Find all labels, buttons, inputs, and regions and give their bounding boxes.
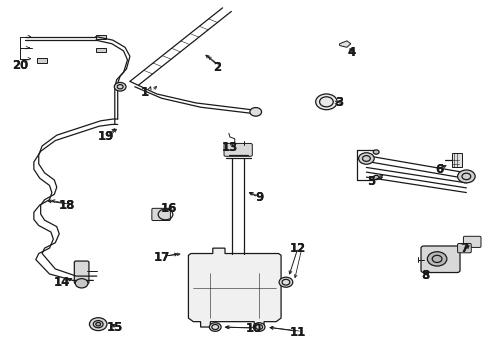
- Text: 7: 7: [459, 242, 467, 255]
- Text: 6: 6: [434, 163, 443, 176]
- FancyBboxPatch shape: [152, 208, 170, 221]
- Text: 5: 5: [366, 175, 375, 188]
- Polygon shape: [37, 58, 47, 63]
- Text: 4: 4: [347, 46, 355, 59]
- Circle shape: [427, 252, 446, 266]
- Text: 11: 11: [289, 326, 305, 339]
- Text: 18: 18: [58, 199, 75, 212]
- Text: 18: 18: [58, 199, 75, 212]
- Circle shape: [315, 94, 336, 110]
- Polygon shape: [339, 41, 350, 47]
- Circle shape: [358, 153, 373, 164]
- FancyBboxPatch shape: [420, 246, 459, 273]
- Circle shape: [372, 175, 378, 180]
- Text: 11: 11: [289, 326, 305, 339]
- Circle shape: [75, 279, 88, 288]
- Text: 20: 20: [12, 59, 28, 72]
- Text: 4: 4: [347, 46, 355, 59]
- FancyBboxPatch shape: [224, 143, 252, 156]
- Polygon shape: [188, 248, 281, 327]
- Text: 14: 14: [53, 276, 70, 289]
- Text: 6: 6: [434, 163, 443, 176]
- Text: 19: 19: [97, 130, 114, 144]
- Text: 1: 1: [140, 86, 148, 99]
- Text: 8: 8: [420, 269, 428, 282]
- Text: 10: 10: [245, 322, 262, 335]
- Text: 5: 5: [366, 175, 375, 188]
- FancyBboxPatch shape: [463, 236, 480, 247]
- Text: 16: 16: [161, 202, 177, 215]
- Circle shape: [96, 322, 101, 326]
- Text: 17: 17: [153, 251, 169, 264]
- Circle shape: [372, 150, 378, 154]
- Text: 19: 19: [97, 130, 114, 144]
- Circle shape: [249, 108, 261, 116]
- Text: 14: 14: [53, 276, 70, 289]
- Text: 13: 13: [221, 141, 238, 154]
- Text: 2: 2: [213, 60, 221, 73]
- Text: 3: 3: [335, 96, 343, 109]
- Text: 16: 16: [161, 202, 177, 215]
- Text: 12: 12: [289, 242, 305, 255]
- FancyBboxPatch shape: [451, 153, 462, 167]
- Circle shape: [209, 323, 221, 331]
- Polygon shape: [96, 35, 106, 40]
- Text: 13: 13: [221, 141, 238, 154]
- Text: 9: 9: [254, 192, 263, 204]
- Circle shape: [457, 170, 474, 183]
- Polygon shape: [96, 48, 106, 52]
- FancyBboxPatch shape: [74, 261, 89, 284]
- FancyBboxPatch shape: [457, 243, 470, 253]
- Text: 15: 15: [107, 320, 123, 333]
- Text: 12: 12: [289, 242, 305, 255]
- Text: 3: 3: [335, 96, 343, 109]
- Text: 17: 17: [153, 251, 169, 264]
- Text: 2: 2: [213, 60, 221, 73]
- Circle shape: [253, 323, 264, 331]
- Text: 15: 15: [107, 320, 123, 333]
- Circle shape: [114, 82, 126, 91]
- Text: 20: 20: [12, 59, 28, 72]
- Text: 8: 8: [420, 269, 428, 282]
- Circle shape: [89, 318, 107, 330]
- Text: 10: 10: [245, 322, 262, 335]
- Circle shape: [279, 277, 292, 287]
- Text: 9: 9: [254, 192, 263, 204]
- Text: 7: 7: [459, 242, 467, 255]
- Text: 1: 1: [140, 86, 148, 99]
